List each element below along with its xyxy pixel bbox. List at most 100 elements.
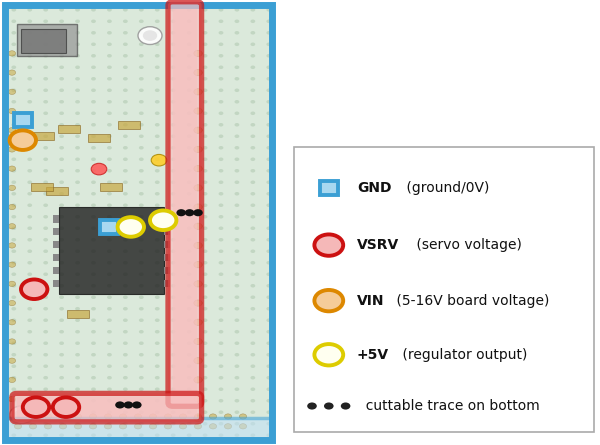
Circle shape: [266, 261, 271, 264]
Circle shape: [59, 215, 64, 218]
Circle shape: [224, 414, 232, 419]
Text: VIN: VIN: [357, 294, 385, 307]
Circle shape: [187, 364, 191, 368]
Circle shape: [203, 203, 208, 207]
Circle shape: [107, 388, 112, 391]
Circle shape: [28, 146, 32, 150]
Circle shape: [218, 169, 223, 173]
Circle shape: [59, 414, 67, 419]
Circle shape: [107, 31, 112, 35]
Circle shape: [194, 108, 202, 114]
Circle shape: [10, 406, 34, 424]
Circle shape: [75, 169, 80, 173]
Circle shape: [235, 54, 239, 57]
Circle shape: [123, 31, 128, 35]
Circle shape: [194, 396, 202, 402]
Circle shape: [187, 134, 191, 138]
Circle shape: [266, 376, 271, 380]
Circle shape: [91, 295, 96, 299]
Circle shape: [11, 341, 16, 345]
Circle shape: [218, 364, 223, 368]
Circle shape: [123, 422, 128, 425]
Circle shape: [43, 250, 48, 253]
Circle shape: [139, 284, 144, 287]
Circle shape: [91, 181, 96, 184]
Circle shape: [266, 169, 271, 173]
Circle shape: [155, 20, 160, 23]
Circle shape: [75, 89, 80, 92]
Circle shape: [187, 319, 191, 322]
Circle shape: [266, 227, 271, 230]
Circle shape: [171, 100, 176, 104]
Circle shape: [59, 20, 64, 23]
Circle shape: [132, 401, 142, 409]
Circle shape: [224, 424, 232, 429]
Circle shape: [203, 272, 208, 276]
Circle shape: [107, 433, 112, 437]
Circle shape: [44, 424, 52, 429]
Circle shape: [266, 65, 271, 69]
Circle shape: [187, 272, 191, 276]
Circle shape: [266, 388, 271, 391]
Circle shape: [235, 169, 239, 173]
Text: (5-16V board voltage): (5-16V board voltage): [392, 294, 550, 307]
Circle shape: [235, 100, 239, 104]
Circle shape: [235, 433, 239, 437]
Circle shape: [235, 307, 239, 311]
Circle shape: [171, 376, 176, 380]
Circle shape: [187, 353, 191, 356]
Circle shape: [203, 341, 208, 345]
Circle shape: [139, 364, 144, 368]
Circle shape: [107, 250, 112, 253]
Circle shape: [139, 146, 144, 150]
Circle shape: [8, 70, 16, 75]
Circle shape: [203, 330, 208, 333]
Circle shape: [11, 20, 16, 23]
Circle shape: [91, 227, 96, 230]
Circle shape: [123, 43, 128, 46]
Circle shape: [235, 238, 239, 242]
Circle shape: [123, 261, 128, 264]
Circle shape: [91, 146, 96, 150]
Circle shape: [203, 364, 208, 368]
Circle shape: [43, 433, 48, 437]
Circle shape: [155, 43, 160, 46]
Circle shape: [11, 43, 16, 46]
Circle shape: [250, 341, 255, 345]
Circle shape: [59, 410, 64, 414]
Circle shape: [171, 123, 176, 126]
Circle shape: [75, 146, 80, 150]
Circle shape: [218, 146, 223, 150]
Circle shape: [266, 284, 271, 287]
Circle shape: [203, 77, 208, 81]
Circle shape: [75, 112, 80, 115]
Circle shape: [91, 284, 96, 287]
Circle shape: [139, 181, 144, 184]
FancyBboxPatch shape: [294, 147, 594, 432]
Circle shape: [91, 422, 96, 425]
Circle shape: [250, 54, 255, 57]
Circle shape: [155, 353, 160, 356]
Circle shape: [91, 215, 96, 218]
Circle shape: [203, 410, 208, 414]
Circle shape: [75, 203, 80, 207]
Circle shape: [218, 399, 223, 402]
Bar: [32, 132, 54, 140]
Circle shape: [91, 123, 96, 126]
Circle shape: [28, 181, 32, 184]
Circle shape: [107, 158, 112, 161]
Circle shape: [91, 341, 96, 345]
Circle shape: [123, 77, 128, 81]
Circle shape: [123, 20, 128, 23]
Circle shape: [266, 250, 271, 253]
Circle shape: [203, 215, 208, 218]
Circle shape: [139, 112, 144, 115]
Bar: [59, 207, 164, 294]
Circle shape: [123, 284, 128, 287]
Circle shape: [203, 169, 208, 173]
Circle shape: [187, 410, 191, 414]
Circle shape: [8, 281, 16, 287]
Circle shape: [218, 376, 223, 380]
Circle shape: [171, 158, 176, 161]
Circle shape: [187, 31, 191, 35]
